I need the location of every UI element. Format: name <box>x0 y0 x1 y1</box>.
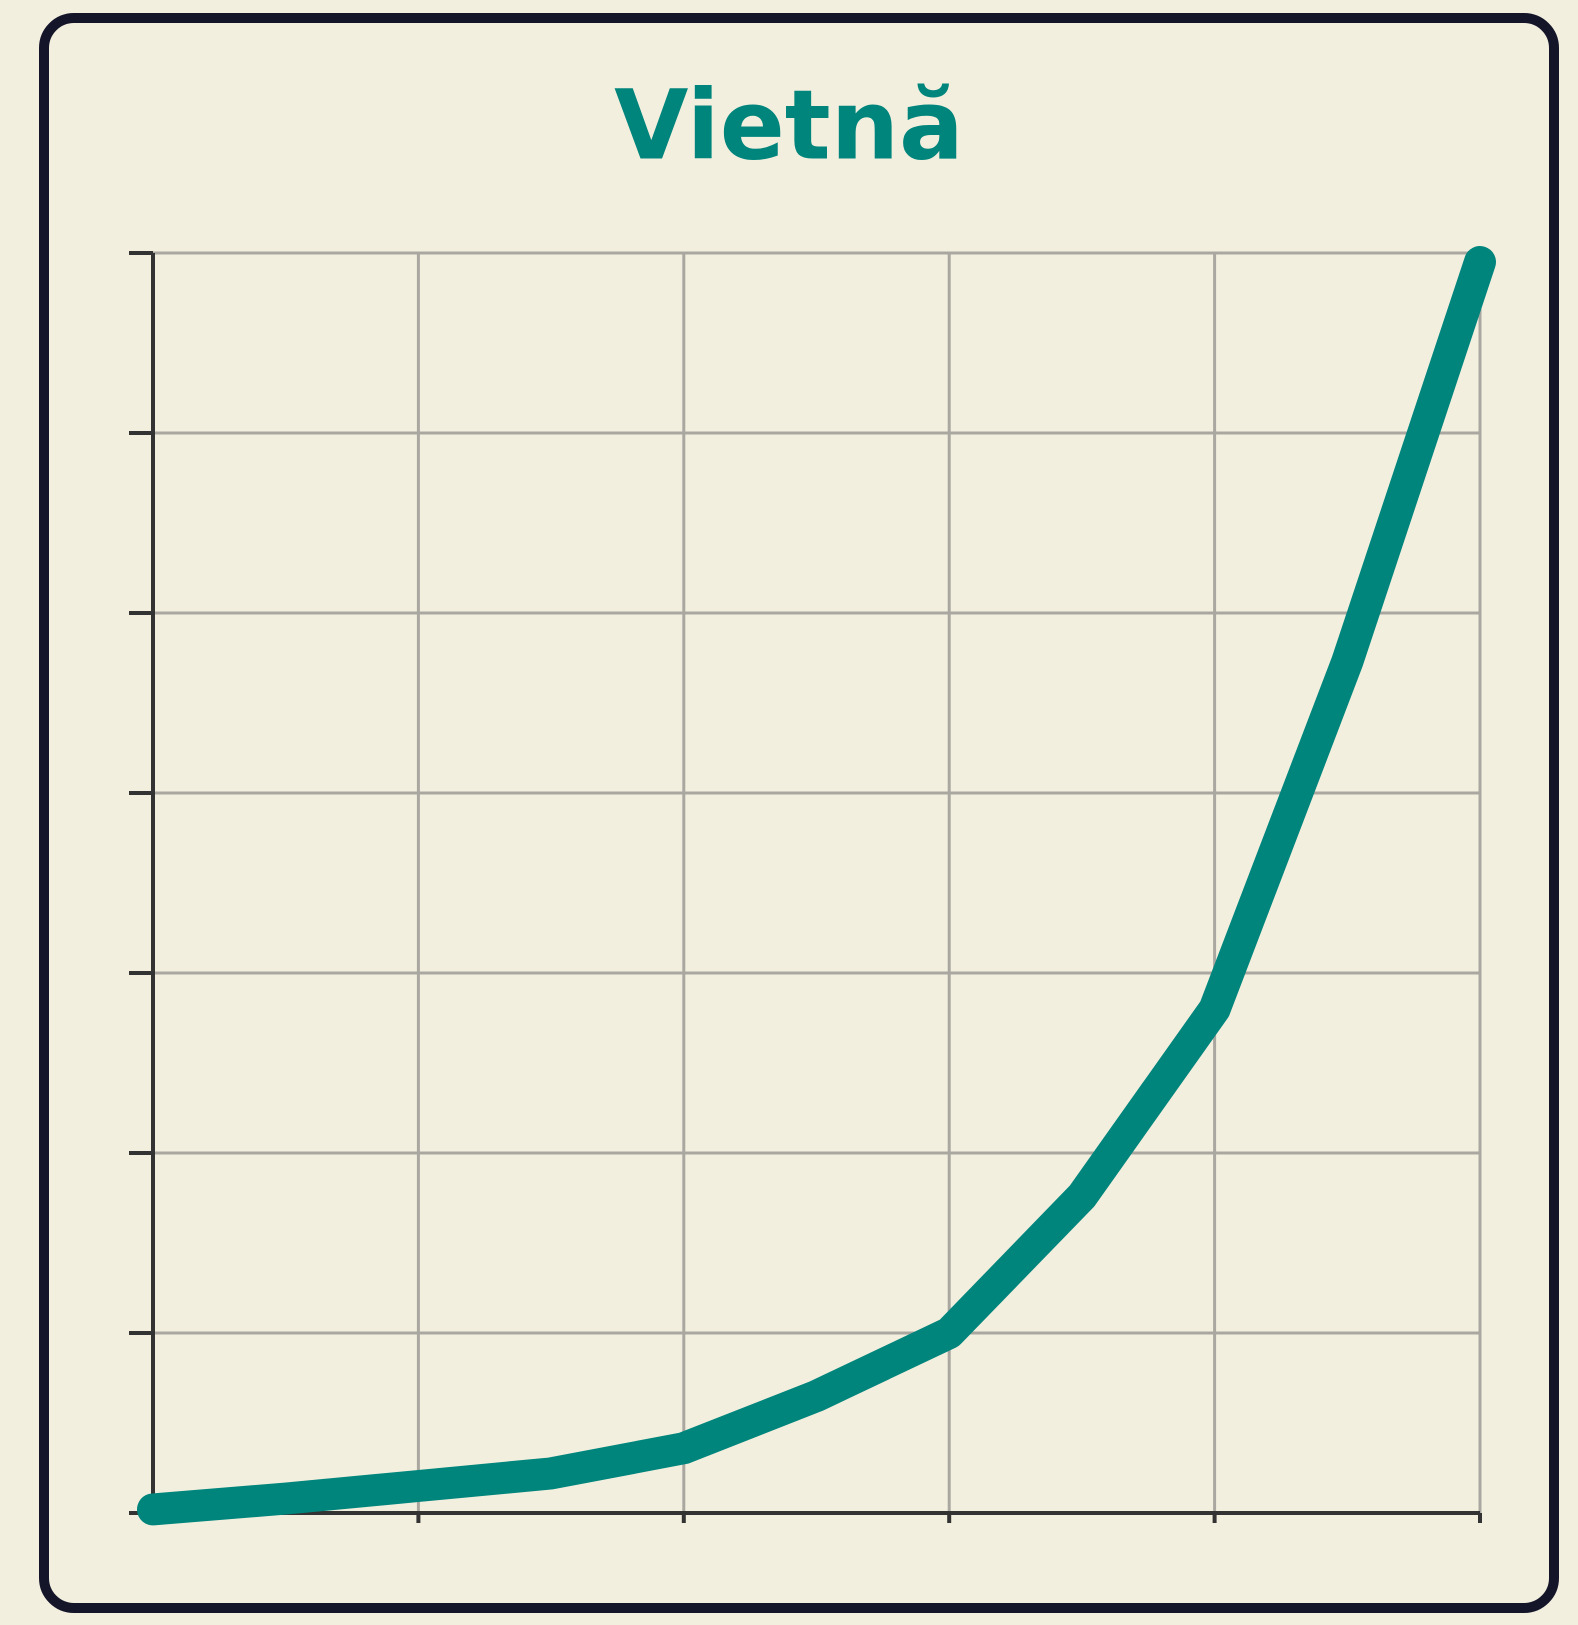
chart-title: Vietnă <box>614 69 964 181</box>
frame <box>39 13 1559 1613</box>
data-line <box>137 246 1496 1526</box>
